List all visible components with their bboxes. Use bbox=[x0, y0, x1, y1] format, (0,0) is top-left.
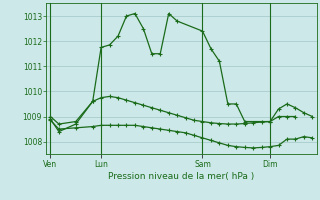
X-axis label: Pression niveau de la mer( hPa ): Pression niveau de la mer( hPa ) bbox=[108, 172, 254, 181]
